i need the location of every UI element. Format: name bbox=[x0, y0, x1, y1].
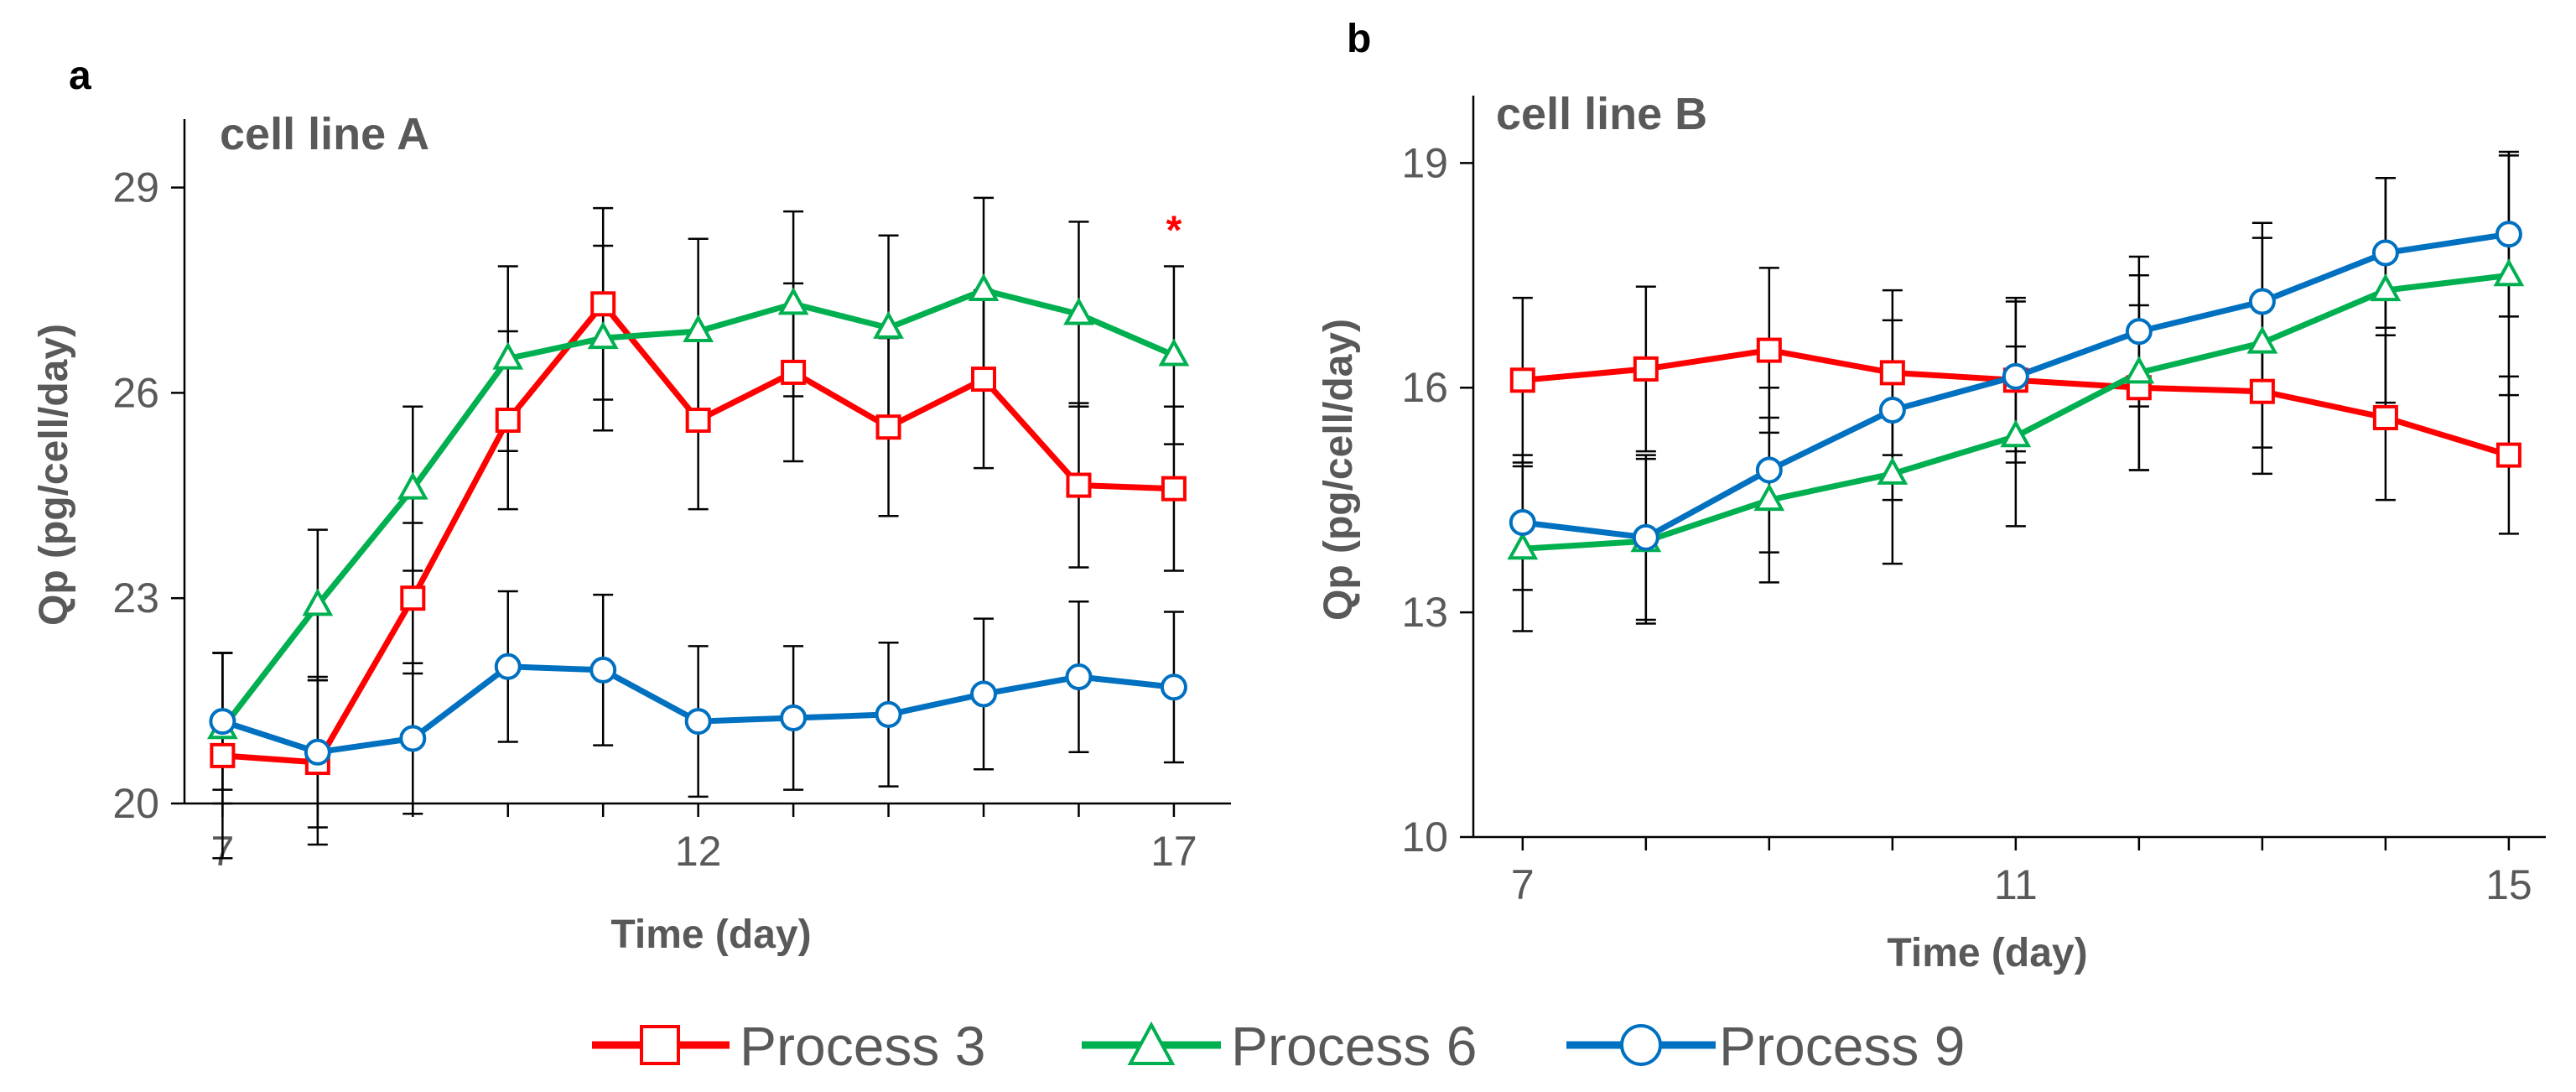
panel-b-title: cell line B bbox=[1496, 89, 1707, 139]
panel-b-point-process-3 bbox=[1879, 360, 1905, 386]
panel-b-x-axis-label: Time (day) bbox=[1887, 931, 2087, 975]
panel-b-x-tick-label: 15 bbox=[2485, 861, 2532, 908]
panel-a-point-process-3 bbox=[971, 367, 997, 393]
panel-a-point-process-6 bbox=[1063, 297, 1094, 325]
panel-a-point-process-3 bbox=[875, 414, 901, 440]
panel-b-point-process-9 bbox=[1755, 456, 1783, 484]
panel-a-point-process-3 bbox=[1161, 476, 1187, 502]
panel-a-point-process-6 bbox=[587, 321, 619, 350]
panel-a-point-process-9 bbox=[399, 725, 427, 752]
panel-a-point-process-9 bbox=[780, 705, 808, 731]
panel-a-point-process-9 bbox=[684, 708, 712, 736]
panel-a-point-process-3 bbox=[495, 408, 521, 434]
panel-a-y-tick-label: 23 bbox=[112, 575, 159, 621]
panel-a-point-process-6 bbox=[302, 588, 334, 616]
panel-b-point-process-6 bbox=[1753, 483, 1785, 512]
panel-b-y-tick-label: 13 bbox=[1401, 589, 1448, 636]
panel-b-point-process-3 bbox=[2372, 404, 2398, 430]
legend-marker-circle bbox=[1620, 1024, 1662, 1066]
chart-panel-b: 10 13 16 19 7 11 15 bbox=[1401, 96, 2546, 908]
legend-marker-square bbox=[640, 1025, 680, 1065]
panel-b-point-process-9 bbox=[2002, 362, 2029, 390]
panel-a-point-process-9 bbox=[589, 656, 617, 684]
panel-b-point-process-9 bbox=[1509, 508, 1536, 536]
legend-item-process-9: Process 9 bbox=[1566, 1015, 1965, 1077]
panel-a-point-process-9 bbox=[1065, 663, 1093, 691]
panel-a-point-process-6 bbox=[683, 314, 714, 342]
legend: Process 3 Process 6 Process 9 bbox=[592, 1015, 1965, 1077]
panel-a-point-process-9 bbox=[304, 738, 331, 766]
panel-a-point-process-9 bbox=[1160, 673, 1187, 701]
panel-b-y-tick-label: 16 bbox=[1401, 364, 1448, 411]
panel-b-point-process-9 bbox=[1632, 523, 1659, 551]
panel-a-x-tick-label: 12 bbox=[675, 828, 722, 875]
panel-a-point-process-3 bbox=[685, 408, 711, 434]
panel-b-point-process-6 bbox=[2493, 258, 2525, 287]
panel-b-point-process-9 bbox=[2371, 239, 2399, 267]
panel-a-x-axis-label: Time (day) bbox=[610, 913, 811, 957]
panel-a-point-process-3 bbox=[590, 291, 616, 317]
panel-b-y-tick-label: 10 bbox=[1401, 814, 1448, 861]
legend-item-process-6: Process 6 bbox=[1082, 1015, 1477, 1077]
panel-b-point-process-3 bbox=[1509, 367, 1535, 393]
panel-b-point-process-3 bbox=[2496, 442, 2521, 468]
panel-a-x-tick-label: 17 bbox=[1150, 828, 1197, 875]
panel-b-y-tick-label: 19 bbox=[1401, 139, 1448, 186]
panel-b-point-process-6 bbox=[1877, 456, 1909, 485]
panel-b-point-process-3 bbox=[1756, 337, 1782, 363]
panel-b-point-process-6 bbox=[1507, 532, 1539, 560]
panel-b-point-process-3 bbox=[2249, 378, 2275, 404]
panel-a-point-process-6 bbox=[1158, 338, 1190, 367]
panel-b-point-process-9 bbox=[2125, 318, 2153, 346]
legend-label-process-9: Process 9 bbox=[1719, 1015, 1965, 1077]
legend-marker-triangle bbox=[1127, 1021, 1176, 1065]
panel-a-point-process-6 bbox=[873, 310, 904, 339]
panel-b-point-process-6 bbox=[2246, 325, 2278, 354]
panel-a-point-process-3 bbox=[1066, 472, 1092, 498]
panel-a-y-tick-label: 26 bbox=[112, 369, 159, 416]
panel-a-point-process-6 bbox=[492, 341, 524, 370]
panel-b-point-process-6 bbox=[2123, 356, 2155, 384]
panel-a-point-process-6 bbox=[968, 273, 1000, 301]
panel-b-point-process-6 bbox=[2000, 419, 2032, 448]
panel-a-point-process-6 bbox=[397, 471, 428, 500]
panel-a-letter: a bbox=[69, 54, 91, 98]
panel-b-y-axis-label: Qp (pg/cell/day) bbox=[1317, 319, 1361, 621]
panel-b-letter: b bbox=[1347, 17, 1371, 61]
panel-b-point-process-6 bbox=[2370, 273, 2402, 302]
panel-b-x-tick-label: 11 bbox=[1994, 861, 2038, 908]
panel-a-y-tick-label: 20 bbox=[112, 780, 159, 827]
panel-b-point-process-9 bbox=[1878, 397, 1906, 424]
panel-a-point-process-9 bbox=[875, 700, 902, 728]
panel-a-point-process-3 bbox=[781, 359, 807, 385]
panel-b-point-process-3 bbox=[1633, 356, 1659, 382]
panel-a-y-tick-label: 29 bbox=[112, 164, 159, 211]
legend-label-process-3: Process 3 bbox=[740, 1015, 985, 1077]
panel-a-point-process-9 bbox=[494, 653, 522, 680]
panel-a-point-process-6 bbox=[777, 287, 809, 315]
legend-label-process-6: Process 6 bbox=[1231, 1015, 1477, 1077]
panel-a-title: cell line A bbox=[220, 109, 429, 159]
panel-a-point-process-9 bbox=[970, 680, 998, 708]
panel-b-x-tick-label: 7 bbox=[1511, 861, 1535, 908]
panel-a-point-process-3 bbox=[210, 742, 236, 768]
panel-a-significance-marker: * bbox=[1166, 209, 1182, 253]
panel-a-point-process-3 bbox=[400, 585, 426, 611]
legend-item-process-3: Process 3 bbox=[592, 1015, 985, 1077]
panel-b-point-process-9 bbox=[2248, 288, 2276, 315]
panel-a-point-process-9 bbox=[209, 708, 236, 736]
panel-a-y-axis-label: Qp (pg/cell/day) bbox=[32, 324, 76, 626]
panel-b-point-process-9 bbox=[2495, 221, 2522, 248]
